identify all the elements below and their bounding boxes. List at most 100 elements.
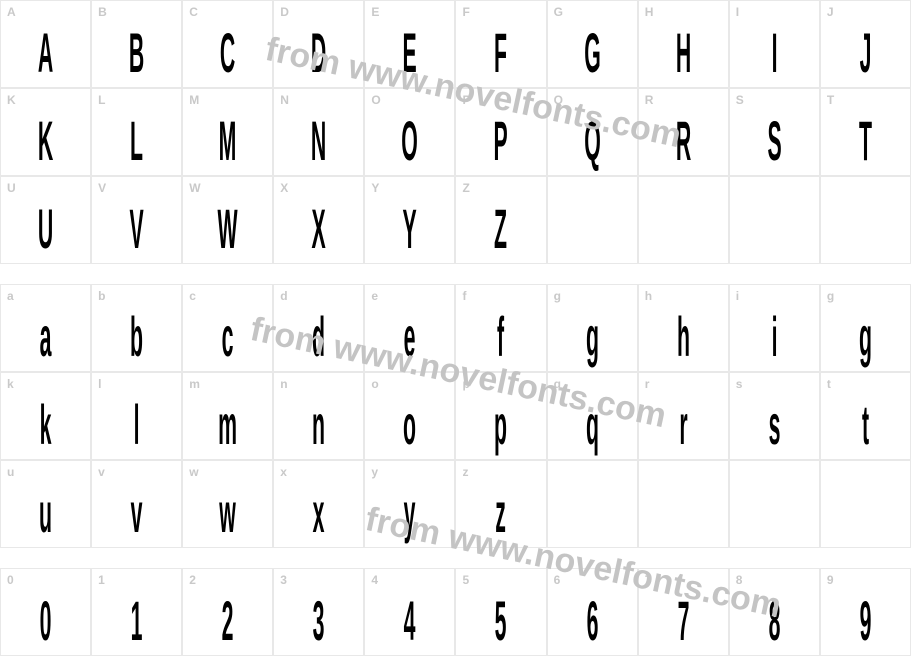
glyph-cell: OO [364, 88, 455, 176]
glyph-cell: GG [547, 0, 638, 88]
cell-label: F [462, 5, 469, 19]
cell-label: K [7, 93, 16, 107]
cell-label: R [645, 93, 654, 107]
glyph-cell: PP [455, 88, 546, 176]
cell-label: 0 [7, 573, 14, 587]
cell-glyph: A [29, 25, 63, 81]
cell-label: b [98, 289, 105, 303]
glyph-cell: 22 [182, 568, 273, 656]
cell-glyph: V [120, 201, 154, 257]
glyph-cell [729, 176, 820, 264]
glyph-cell [729, 460, 820, 548]
glyph-cell: 77 [638, 568, 729, 656]
cell-glyph: W [211, 201, 245, 257]
cell-glyph: 7 [666, 593, 700, 649]
glyph-cell: cc [182, 284, 273, 372]
cell-glyph: p [484, 397, 518, 453]
cell-label: O [371, 93, 380, 107]
cell-glyph: i [757, 309, 791, 365]
cell-glyph: f [484, 309, 518, 365]
cell-glyph: G [575, 25, 609, 81]
glyph-cell: aa [0, 284, 91, 372]
cell-glyph: y [393, 485, 427, 541]
cell-glyph: u [29, 485, 63, 541]
cell-glyph: C [211, 25, 245, 81]
cell-label: V [98, 181, 106, 195]
cell-label: m [189, 377, 200, 391]
glyph-cell [638, 176, 729, 264]
cell-glyph: r [666, 397, 700, 453]
glyph-cell: 88 [729, 568, 820, 656]
cell-label: o [371, 377, 378, 391]
cell-label: l [98, 377, 101, 391]
glyph-cell: ll [91, 372, 182, 460]
glyph-cell: ss [729, 372, 820, 460]
cell-glyph: X [302, 201, 336, 257]
cell-glyph: 8 [757, 593, 791, 649]
cell-label: g [827, 289, 834, 303]
upper: AABBCCDDEEFFGGHHIIJJKKLLMMNNOOPPQQRRSSTT… [0, 0, 911, 264]
cell-label: r [645, 377, 650, 391]
cell-glyph: t [849, 397, 883, 453]
cell-label: k [7, 377, 14, 391]
cell-glyph: 1 [120, 593, 154, 649]
glyph-cell: vv [91, 460, 182, 548]
glyph-cell: oo [364, 372, 455, 460]
cell-label: E [371, 5, 379, 19]
cell-glyph: s [757, 397, 791, 453]
cell-label: Z [462, 181, 469, 195]
cell-label: L [98, 93, 105, 107]
glyph-cell: ii [729, 284, 820, 372]
cell-glyph: M [211, 113, 245, 169]
glyph-cell: JJ [820, 0, 911, 88]
glyph-cell: KK [0, 88, 91, 176]
cell-label: a [7, 289, 14, 303]
cell-glyph: Z [484, 201, 518, 257]
glyph-cell [547, 460, 638, 548]
cell-glyph: P [484, 113, 518, 169]
cell-glyph: R [666, 113, 700, 169]
glyph-cell: zz [455, 460, 546, 548]
cell-label: h [645, 289, 652, 303]
cell-label: n [280, 377, 287, 391]
cell-label: d [280, 289, 287, 303]
glyph-cell: bb [91, 284, 182, 372]
glyph-cell: yy [364, 460, 455, 548]
glyph-cell: VV [91, 176, 182, 264]
glyph-cell: RR [638, 88, 729, 176]
glyph-cell: tt [820, 372, 911, 460]
cell-label: Y [371, 181, 379, 195]
cell-glyph: 6 [575, 593, 609, 649]
cell-glyph: w [211, 485, 245, 541]
glyph-cell: MM [182, 88, 273, 176]
cell-label: e [371, 289, 378, 303]
cell-glyph: 0 [29, 593, 63, 649]
glyph-cell [820, 176, 911, 264]
cell-glyph: d [302, 309, 336, 365]
glyph-cell: gg [547, 284, 638, 372]
cell-glyph: I [757, 25, 791, 81]
glyph-cell: 33 [273, 568, 364, 656]
cell-glyph: c [211, 309, 245, 365]
cell-label: N [280, 93, 289, 107]
cell-glyph: 9 [849, 593, 883, 649]
cell-label: Q [554, 93, 563, 107]
cell-glyph: S [757, 113, 791, 169]
cell-label: x [280, 465, 287, 479]
cell-glyph: g [575, 309, 609, 365]
glyph-cell: II [729, 0, 820, 88]
glyph-cell: qq [547, 372, 638, 460]
cell-label: u [7, 465, 14, 479]
cell-glyph: U [29, 201, 63, 257]
cell-label: X [280, 181, 288, 195]
glyph-cell: ff [455, 284, 546, 372]
cell-label: 1 [98, 573, 105, 587]
cell-label: 8 [736, 573, 743, 587]
cell-label: M [189, 93, 199, 107]
glyph-cell: CC [182, 0, 273, 88]
glyph-cell: DD [273, 0, 364, 88]
glyph-cell [547, 176, 638, 264]
glyph-cell: rr [638, 372, 729, 460]
glyph-cell: 55 [455, 568, 546, 656]
cell-glyph: B [120, 25, 154, 81]
